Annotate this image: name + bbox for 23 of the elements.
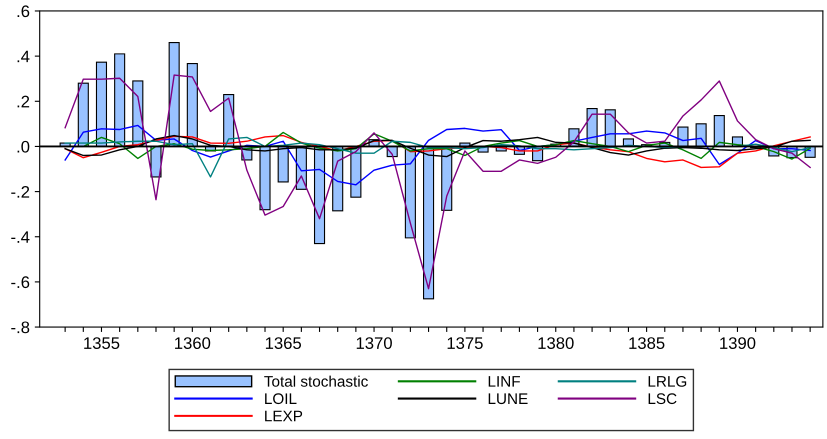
legend-label: LRLG (648, 376, 686, 387)
x-tick-label: 1380 (538, 337, 574, 350)
y-tick-label: .6 (18, 5, 30, 18)
y-tick-label: -.8 (11, 321, 30, 334)
legend-label: Total stochastic (264, 376, 368, 387)
legend-label: LUNE (488, 393, 528, 404)
x-tick-label: 1385 (629, 337, 664, 350)
y-tick-label: .0 (18, 140, 30, 153)
y-tick-label: -.6 (11, 276, 30, 288)
legend-label: LOIL (265, 393, 296, 404)
legend-label: LEXP (265, 410, 302, 422)
y-tick-label: .2 (18, 96, 30, 108)
x-tick-label: 1375 (448, 337, 483, 350)
x-tick-label: 1390 (720, 337, 756, 350)
legend-label: LSC (648, 393, 677, 404)
x-tick-label: 1360 (175, 337, 210, 350)
x-tick-label: 1355 (84, 337, 120, 350)
legend-label: LINF (488, 376, 520, 387)
x-tick-label: 1365 (266, 337, 302, 350)
y-tick-label: -.4 (11, 231, 30, 243)
x-tick-label: 1370 (356, 337, 392, 350)
y-tick-label: -.2 (11, 186, 30, 198)
y-tick-label: .4 (18, 50, 30, 62)
